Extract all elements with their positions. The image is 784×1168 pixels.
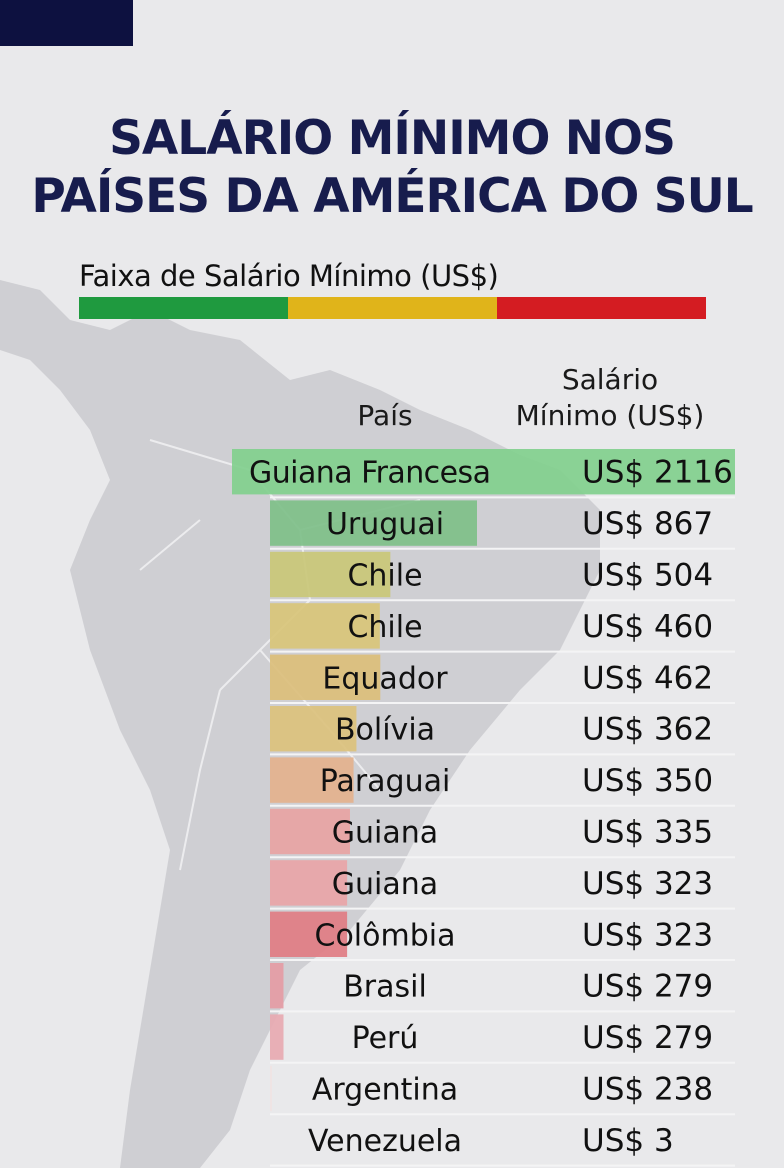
bar-9	[270, 911, 348, 957]
country-label: Brasil	[343, 970, 427, 1005]
scale-segment-high	[497, 297, 706, 319]
column-header-wage-line1: Salário	[561, 363, 659, 396]
column-header-wage: Salário Mínimo (US$)	[505, 362, 715, 434]
bar-11	[270, 1014, 284, 1060]
wage-label: US$ 362	[582, 712, 713, 748]
bar-1	[270, 500, 477, 546]
wage-label: US$ 3	[582, 1123, 674, 1159]
wage-label: US$ 323	[582, 866, 713, 902]
country-label: Venezuela	[308, 1124, 462, 1159]
bar-5	[270, 706, 357, 752]
bar-4	[270, 654, 381, 700]
column-header-wage-line2: Mínimo (US$)	[515, 399, 705, 432]
title-line-2: PAÍSES DA AMÉRICA DO SUL	[31, 169, 753, 224]
bar-7	[270, 808, 350, 855]
country-label: Paraguai	[320, 764, 451, 799]
country-label: Guiana Francesa	[249, 456, 491, 491]
wage-label: US$ 238	[582, 1072, 713, 1108]
bar-13	[270, 1117, 272, 1163]
bar-0	[232, 449, 735, 495]
bar-3	[270, 603, 380, 649]
country-label: Chile	[347, 610, 422, 645]
country-label: Bolívia	[335, 713, 435, 748]
title-line-1: SALÁRIO MÍNIMO NOS	[109, 111, 676, 166]
scale-bar	[79, 297, 706, 319]
scale-segment-low	[79, 297, 288, 319]
country-label: Equador	[322, 661, 448, 696]
wage-label: US$ 323	[582, 917, 713, 953]
country-label: Chile	[347, 559, 422, 594]
bar-12	[270, 1065, 272, 1112]
corner-block	[0, 0, 133, 46]
wage-label: US$ 279	[582, 1020, 713, 1056]
bar-2	[270, 551, 391, 598]
bar-8	[270, 860, 348, 906]
wage-label: US$ 335	[582, 815, 713, 851]
wage-label: US$ 462	[582, 660, 713, 696]
scale-label: Faixa de Salário Mínimo (US$)	[79, 259, 499, 293]
country-label: Guiana	[332, 867, 438, 902]
column-header-country: País	[357, 399, 413, 432]
country-label: Argentina	[312, 1073, 458, 1108]
bar-6	[270, 757, 354, 803]
wage-label: US$ 279	[582, 969, 713, 1005]
wage-label: US$ 2116	[582, 455, 733, 491]
wage-label: US$ 350	[582, 763, 713, 799]
country-label: Uruguai	[326, 507, 444, 542]
country-label: Perú	[352, 1021, 419, 1056]
wage-label: US$ 460	[582, 609, 713, 645]
country-label: Guiana	[332, 816, 438, 851]
wage-label: US$ 867	[582, 506, 713, 542]
country-label: Colômbia	[315, 918, 456, 953]
bar-10	[270, 963, 284, 1009]
scale-segment-mid	[288, 297, 497, 319]
wage-label: US$ 504	[582, 558, 713, 594]
